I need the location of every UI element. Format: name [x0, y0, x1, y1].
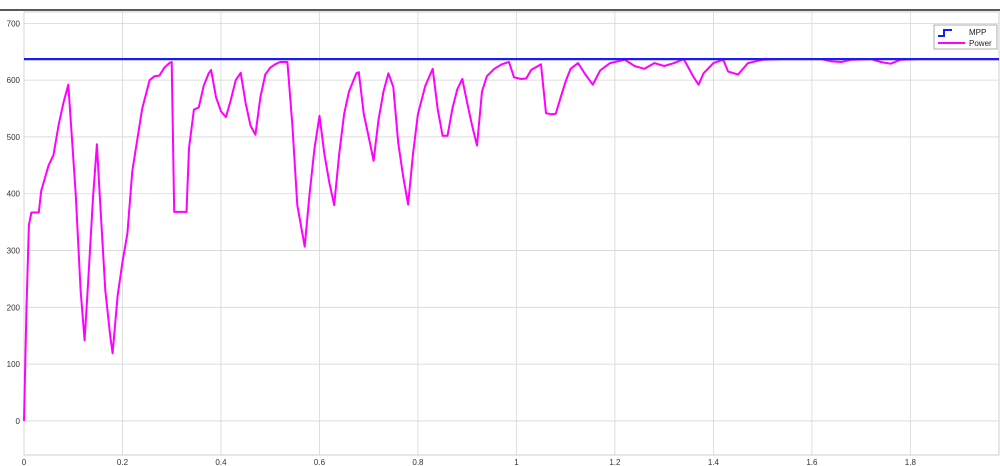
- x-tick-label: 1: [514, 458, 519, 466]
- series-lines: [23, 57, 999, 421]
- x-tick-label: 0.2: [117, 458, 129, 466]
- x-tick-label: 0.4: [215, 458, 227, 466]
- y-tick-label: 300: [7, 247, 21, 256]
- x-tick-label: 1.6: [806, 458, 818, 466]
- y-tick-label: 200: [7, 303, 21, 312]
- y-tick-label: 600: [7, 76, 21, 85]
- plot-area: [23, 11, 1000, 456]
- x-tick-label: 0.6: [314, 458, 326, 466]
- legend-label-power: Power: [969, 39, 992, 48]
- grid: [23, 12, 999, 455]
- y-tick-label: 500: [7, 133, 21, 142]
- series-line-power: [23, 58, 999, 421]
- x-tick-label: 0: [22, 458, 27, 466]
- x-tick-label: 1.2: [609, 458, 621, 466]
- y-tick-label: 100: [7, 360, 21, 369]
- legend-label-mpp: MPP: [969, 28, 986, 37]
- x-tick-label: 1.4: [708, 458, 720, 466]
- tick-labels: 0 0.2 0.4 0.6 0.8 1 1.2 1.4 1.6 1.8 0 100 200 300 400 5…: [7, 19, 917, 466]
- legend-swatch-mpp: [938, 29, 952, 37]
- legend: MPP Power: [933, 24, 998, 50]
- x-tick-label: 1.8: [905, 458, 917, 466]
- y-tick-label: 0: [16, 417, 21, 426]
- x-tick-label: 0.8: [412, 458, 424, 466]
- y-tick-label: 700: [7, 19, 21, 28]
- y-tick-label: 400: [7, 190, 21, 199]
